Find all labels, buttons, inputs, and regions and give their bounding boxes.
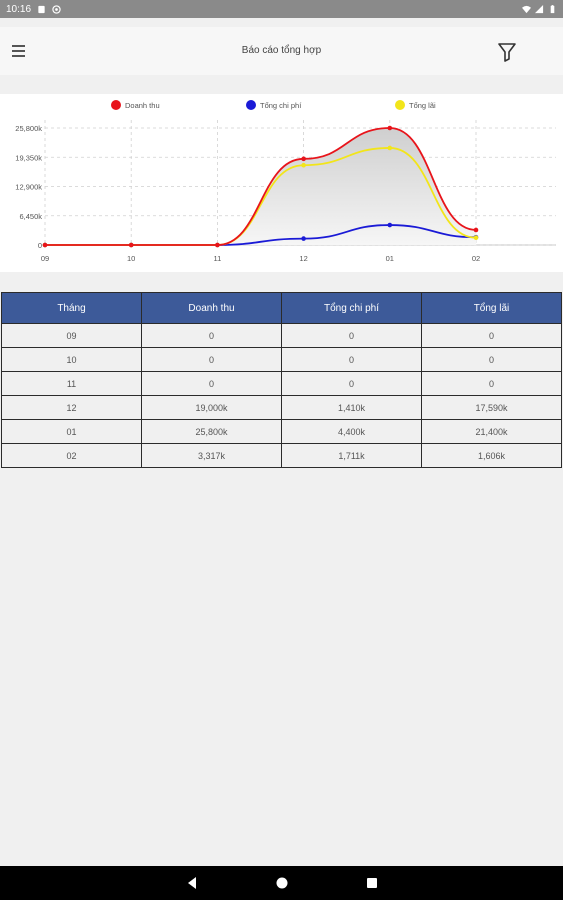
table-cell: 0 [141,371,282,396]
table-cell: 0 [281,371,422,396]
summary-chart: 0 6,450k 12,900k 19,350k 25,800k 09 10 11 12 01 02… [0,94,563,272]
x-tick-label: 12 [299,254,307,263]
data-point [387,222,393,228]
data-point [215,242,220,248]
table-row: 02 3,317k 1,711k 1,606k [1,443,562,468]
table-cell: 02 [1,443,142,468]
table-cell: 21,400k [421,419,562,444]
status-bar: 10:16 [0,0,563,18]
table-cell: 0 [281,347,422,372]
page-title: Báo cáo tổng hợp [241,45,322,56]
legend-marker [246,100,256,110]
legend-label: Doanh thu [125,101,160,110]
data-point [128,242,134,248]
x-tick-label: 11 [214,254,222,263]
line-chart: 0 6,450k 12,900k 19,350k 25,800k 09 10 11 12 01 02… [15,100,556,263]
table-cell: 4,400k [281,419,422,444]
y-tick-label: 19,350k [15,153,42,162]
table-cell: 1,606k [421,443,562,468]
data-point [473,227,479,233]
table-cell: 17,590k [421,395,562,420]
data-point [42,242,48,248]
sim-icon [38,5,45,13]
x-tick-label: 10 [127,254,135,263]
signal-icon [535,4,544,13]
table-cell: 0 [421,347,562,372]
recents-icon[interactable] [365,876,379,890]
summary-table: Tháng Doanh thu Tổng chi phí Tổng lãi 09… [1,292,562,468]
table-row: 11 0 0 0 [1,371,562,396]
app-notification-icon [52,4,61,14]
legend-marker [111,100,121,110]
table-cell: 09 [1,323,142,348]
data-point [387,125,393,131]
table-cell: 0 [141,347,282,372]
data-point [301,156,306,162]
menu-icon[interactable] [12,45,25,57]
table-cell: 01 [1,419,142,444]
data-point [301,162,306,168]
y-tick-label: 6,450k [19,212,42,221]
battery-icon [550,4,555,13]
header-month: Tháng [1,292,142,324]
back-icon[interactable] [185,876,199,890]
legend-label: Tổng lãi [409,101,436,110]
table-cell: 0 [281,323,422,348]
table-cell: 0 [421,323,562,348]
table-cell: 19,000k [141,395,282,420]
y-tick-label: 12,900k [15,183,42,192]
table-cell: 3,317k [141,443,282,468]
status-time: 10:16 [6,3,32,15]
header-total-profit: Tổng lãi [421,292,562,324]
legend-marker [395,100,405,110]
table-cell: 0 [421,371,562,396]
data-point [473,235,479,241]
legend-label: Tổng chi phí [260,101,302,110]
header-total-cost: Tổng chi phí [281,292,422,324]
data-point [301,236,306,241]
table-row: 09 0 0 0 [1,323,562,348]
wifi-icon [522,5,531,13]
table-cell: 10 [1,347,142,372]
x-tick-label: 01 [386,254,394,263]
filter-icon[interactable] [496,41,518,63]
table-row: 01 25,800k 4,400k 21,400k [1,419,562,444]
data-point [387,145,393,151]
y-tick-label: 0 [38,241,42,250]
table-cell: 25,800k [141,419,282,444]
table-cell: 12 [1,395,142,420]
table-cell: 1,410k [281,395,422,420]
y-tick-label: 25,800k [15,124,42,133]
app-bar: Báo cáo tổng hợp [0,27,563,75]
table-cell: 0 [141,323,282,348]
table-cell: 11 [1,371,142,396]
home-icon[interactable] [275,876,289,890]
header-revenue: Doanh thu [141,292,282,324]
table-cell: 1,711k [281,443,422,468]
x-tick-label: 09 [41,254,49,263]
x-tick-label: 02 [472,254,480,263]
table-row: 10 0 0 0 [1,347,562,372]
table-row: 12 19,000k 1,410k 17,590k [1,395,562,420]
revenue-area [45,128,476,245]
navigation-bar [0,866,563,900]
table-header-row: Tháng Doanh thu Tổng chi phí Tổng lãi [1,292,562,324]
